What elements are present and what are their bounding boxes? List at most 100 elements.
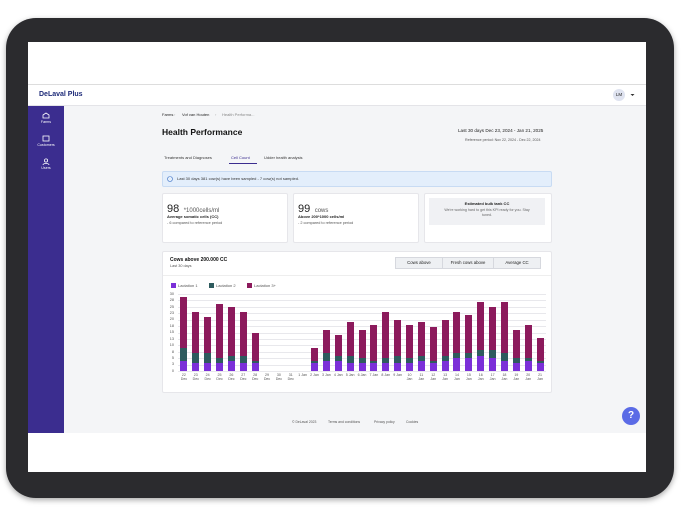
bar-segment xyxy=(322,329,330,354)
grid-line xyxy=(178,300,546,302)
bar-segment xyxy=(382,358,390,364)
bar-segment xyxy=(429,360,437,364)
bar-segment xyxy=(536,360,544,364)
bar-segment xyxy=(441,319,449,356)
x-tick-label: 19 Jan xyxy=(513,373,520,382)
bar-segment xyxy=(180,296,188,348)
bar-segment xyxy=(405,358,413,364)
sidebar-item[interactable]: Users xyxy=(41,166,51,170)
bar-segment xyxy=(417,360,425,371)
bar-segment xyxy=(441,360,449,371)
bar-segment xyxy=(536,363,544,371)
bar-segment xyxy=(489,358,497,371)
chart-subtitle: Last 30 days xyxy=(170,264,192,268)
sidebar-item[interactable]: Customers xyxy=(37,143,55,147)
breadcrumb[interactable]: Farms xyxy=(162,112,174,117)
kpi-value: 99 xyxy=(298,203,311,215)
tab[interactable]: Udder health analysis xyxy=(264,155,303,160)
tab-active[interactable]: Cell Count xyxy=(231,155,250,160)
bar-segment xyxy=(524,358,532,361)
bar-segment xyxy=(358,363,366,371)
kpi-label: Average somatic cells (CC) xyxy=(167,214,219,219)
kpi-card: 99 cows Above 200*1000 cells/ml - 2 comp… xyxy=(293,193,419,243)
legend-label[interactable]: Lactation 1 xyxy=(178,283,198,288)
kpi-delta: - 2 compared to reference period xyxy=(298,221,354,225)
legend-label[interactable]: Lactation 2 xyxy=(216,283,236,288)
bar-segment xyxy=(251,332,259,361)
legend-swatch xyxy=(171,283,176,288)
x-tick-label: 2 Jan xyxy=(310,373,319,377)
x-tick-label: 25 Dec xyxy=(216,373,223,382)
x-tick-label: 14 Jan xyxy=(454,373,460,382)
kpi-delta: - 6 compared to reference period xyxy=(167,221,223,225)
avatar[interactable]: LM xyxy=(613,89,625,101)
kpi-card: 98 *1000cells/ml Average somatic cells (… xyxy=(162,193,288,243)
bar-segment xyxy=(524,324,532,359)
grid-line xyxy=(178,294,546,295)
x-tick-label: 8 Jan xyxy=(381,373,391,377)
bar-segment xyxy=(429,363,437,371)
bar-segment xyxy=(227,306,235,356)
bar-segment xyxy=(334,360,342,371)
bar-segment xyxy=(239,363,247,371)
bar-segment xyxy=(477,350,485,356)
kpi-unit: *1000cells/ml xyxy=(183,208,220,214)
logo[interactable]: DeLaval Plus xyxy=(39,91,83,98)
footer-link[interactable]: Cookies xyxy=(406,420,419,424)
bar-segment xyxy=(346,363,354,371)
legend-swatch xyxy=(209,283,214,288)
bar-segment xyxy=(382,363,390,371)
tab[interactable]: Treatments and Diagnoses xyxy=(164,155,212,160)
bar-segment xyxy=(417,355,425,361)
screen: DeLaval Plus LM Farms Customers Users Fa… xyxy=(28,42,646,472)
breadcrumb-separator: › xyxy=(174,112,176,117)
bar-segment xyxy=(334,335,342,356)
legend: Lactation 1 Lactation 2 Lactation 3+ xyxy=(171,282,471,290)
bar-segment xyxy=(500,301,508,354)
bar-segment xyxy=(489,350,497,359)
chart-button[interactable]: Cows above xyxy=(395,257,443,269)
bar-segment xyxy=(394,363,402,371)
bar-segment xyxy=(216,363,224,371)
bar-segment xyxy=(216,358,224,364)
bar-segment xyxy=(204,353,212,364)
plot-area: 0 3 5 8 10 13 15 18 20 23 25 28 30 22 Dec 23 Dec 24 Dec… xyxy=(170,292,546,381)
x-tick-label: 21 Jan xyxy=(537,373,543,382)
x-tick-label: 17 Jan xyxy=(489,373,496,382)
legend-label[interactable]: Lactation 3+ xyxy=(254,283,276,288)
x-tick-label: 18 Jan xyxy=(501,373,508,382)
users-icon xyxy=(42,158,50,165)
bar-segment xyxy=(311,363,319,371)
x-tick-label: 7 Jan xyxy=(369,373,379,377)
help-button[interactable]: ? xyxy=(622,407,640,425)
bar-segment xyxy=(204,363,212,371)
x-tick-label: 30 Dec xyxy=(275,373,283,382)
chart-button[interactable]: Average CC xyxy=(493,257,541,269)
bar-segment xyxy=(512,329,520,359)
y-tick-label: 8 xyxy=(171,349,174,354)
bar-segment xyxy=(405,363,413,371)
sidebar-item[interactable]: Farms xyxy=(40,120,52,124)
kpi: 98 *1000cells/ml xyxy=(167,199,219,217)
y-tick-label: 23 xyxy=(169,311,174,316)
legend-swatch xyxy=(247,283,252,288)
bar-segment xyxy=(204,317,212,354)
bar-segment xyxy=(465,314,473,354)
bar-segment xyxy=(429,327,437,361)
breadcrumb[interactable]: Vof van Houten xyxy=(182,112,210,117)
x-tick-label: 12 Jan xyxy=(430,373,437,382)
footer-link[interactable]: Terms and conditions xyxy=(328,420,361,424)
customers-icon xyxy=(42,135,50,142)
info-text: Last 30 days 381 cow(s) have been sample… xyxy=(177,176,300,181)
x-tick-label: 23 Dec xyxy=(192,373,199,382)
bar-segment xyxy=(394,355,402,364)
grid-line xyxy=(178,371,546,372)
bar-segment xyxy=(453,358,461,371)
period-selector[interactable]: Last 30 days Dec 23, 2024 - Jan 21, 2025 xyxy=(458,128,544,133)
x-tick-label: 5 Jan xyxy=(345,373,355,377)
x-tick-label: 13 Jan xyxy=(442,373,448,382)
chart-button[interactable]: Fresh cows above xyxy=(442,257,494,269)
bar-segment xyxy=(227,360,235,371)
footer-link[interactable]: Privacy policy xyxy=(374,420,395,424)
